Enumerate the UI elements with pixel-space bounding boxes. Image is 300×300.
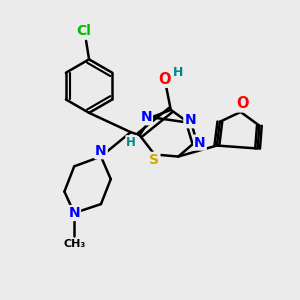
Text: Cl: Cl: [76, 23, 91, 38]
Text: H: H: [173, 66, 183, 79]
Text: N: N: [68, 206, 80, 220]
Text: N: N: [184, 113, 196, 127]
Text: N: N: [194, 136, 206, 150]
Text: N: N: [140, 110, 152, 124]
Text: H: H: [126, 136, 136, 149]
Text: O: O: [236, 96, 248, 111]
Text: CH₃: CH₃: [63, 239, 85, 249]
Text: O: O: [159, 72, 171, 87]
Text: S: S: [149, 153, 160, 167]
Text: N: N: [95, 144, 107, 158]
